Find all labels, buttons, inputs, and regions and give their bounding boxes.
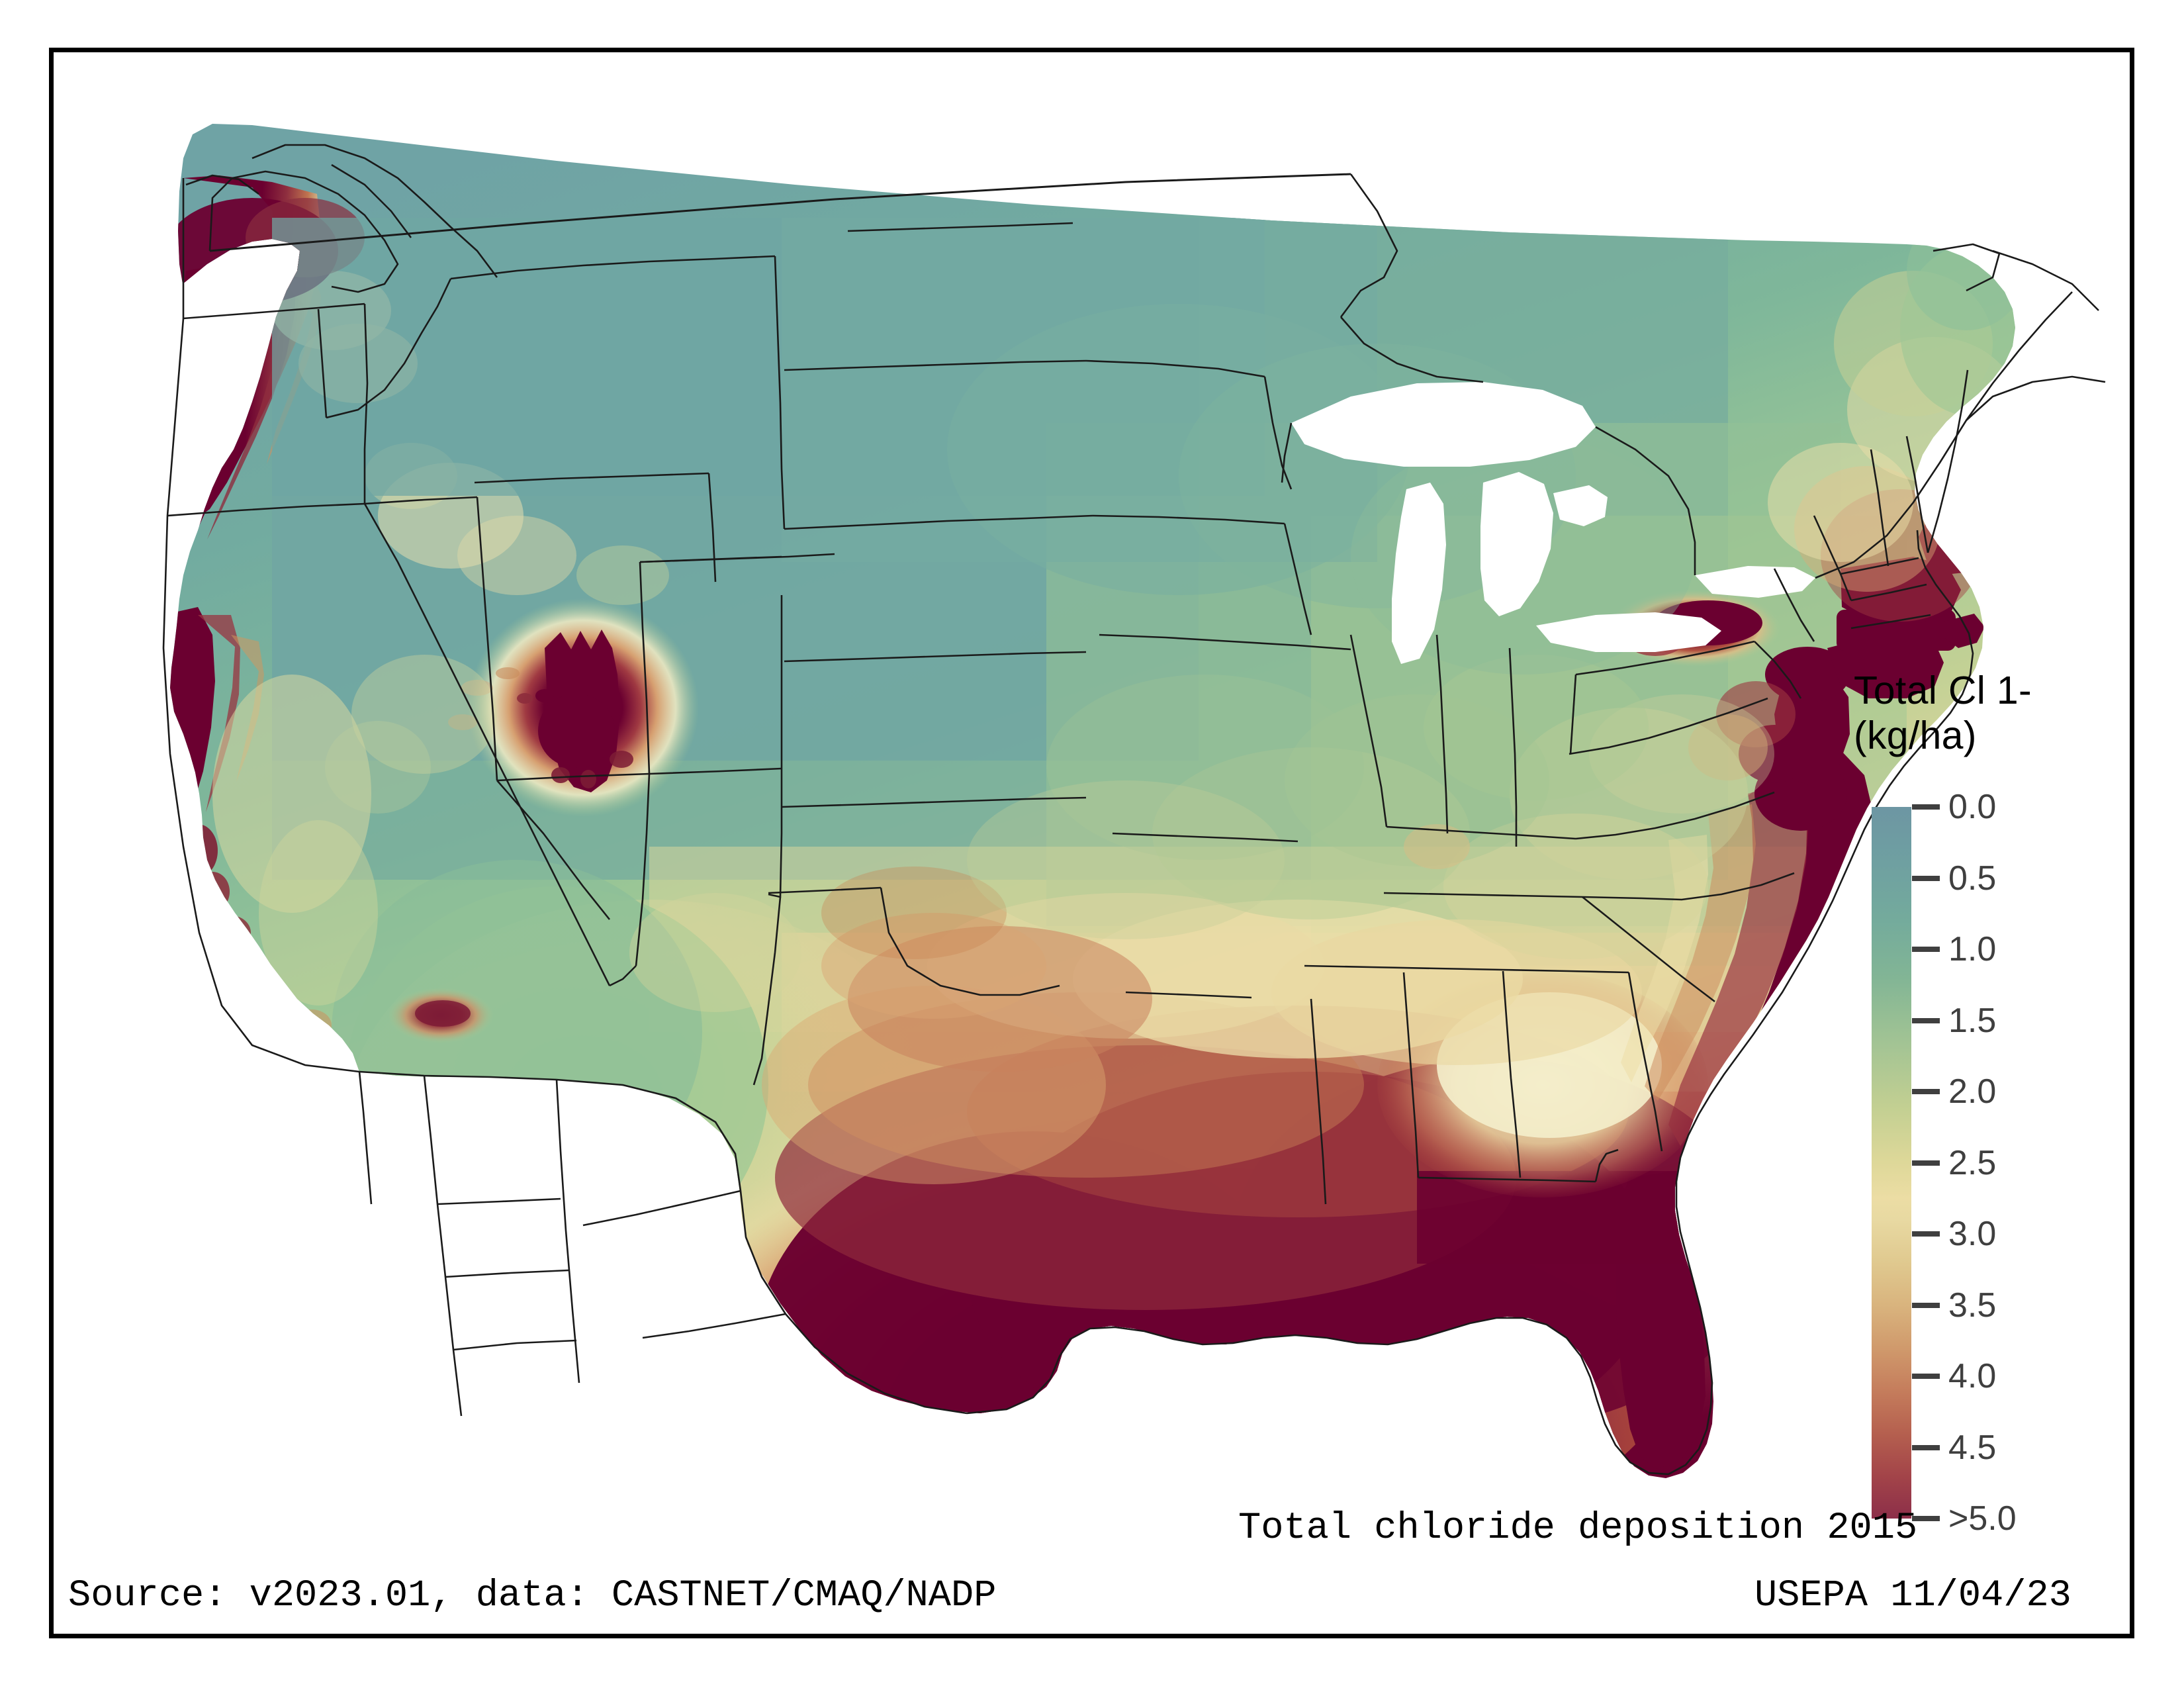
agency-credit: USEPA 11/04/23 [1754, 1575, 2071, 1617]
colorbar-tick [1912, 875, 1940, 881]
colorbar-tick [1912, 947, 1940, 952]
political-boundaries [167, 144, 2106, 1417]
source-note: Source: v2023.01, data: CASTNET/CMAQ/NAD… [68, 1575, 997, 1617]
colorbar-tick-label: 1.0 [1948, 930, 1997, 968]
colorbar-tick [1912, 1017, 1940, 1023]
colorbar-tick-label: 3.0 [1948, 1215, 1997, 1253]
colorbar-gradient[interactable] [1872, 807, 1911, 1519]
colorbar-tick [1912, 1374, 1940, 1379]
colorbar-tick-label: 0.5 [1948, 859, 1997, 898]
conus-deposition-map [162, 124, 2106, 1478]
colorbar-tick [1912, 1302, 1940, 1308]
colorbar-tick [1912, 1516, 1940, 1521]
legend-title: Total Cl 1- (kg/ha) [1854, 668, 2132, 758]
colorbar-tick [1912, 1160, 1940, 1166]
colorbar-tick-label: 2.0 [1948, 1072, 1997, 1111]
water-bodies [1291, 382, 1815, 664]
legend-title-line1: Total Cl 1- [1854, 669, 2032, 712]
colorbar-legend: Total Cl 1- (kg/ha) 0.0 0.5 1.0 1.5 2.0 2.5 3.0… [1854, 668, 2138, 1568]
figure-frame: Total Cl 1- (kg/ha) 0.0 0.5 1.0 1.5 2.0 2.5 3.0… [49, 48, 2134, 1638]
map-subtitle: Total chloride deposition 2015 [1238, 1507, 1918, 1550]
colorbar-tick [1912, 1089, 1940, 1094]
colorbar-tick-label: 4.0 [1948, 1357, 1997, 1395]
deposition-raster [170, 124, 2015, 1478]
legend-title-line2: (kg/ha) [1854, 714, 1977, 757]
colorbar-tick-label: 4.5 [1948, 1428, 1997, 1467]
colorbar-tick-label: 2.5 [1948, 1143, 1997, 1182]
colorbar-tick [1912, 804, 1940, 810]
coastline [162, 178, 1974, 1476]
map-canvas[interactable] [54, 52, 2130, 1495]
colorbar-tick-label: >5.0 [1948, 1499, 2017, 1538]
colorbar-tick-label: 1.5 [1948, 1001, 1997, 1040]
colorbar-tick-label: 3.5 [1948, 1286, 1997, 1325]
colorbar-tick-label: 0.0 [1948, 788, 1997, 826]
colorbar-tick [1912, 1444, 1940, 1450]
colorbar-tick [1912, 1231, 1940, 1237]
